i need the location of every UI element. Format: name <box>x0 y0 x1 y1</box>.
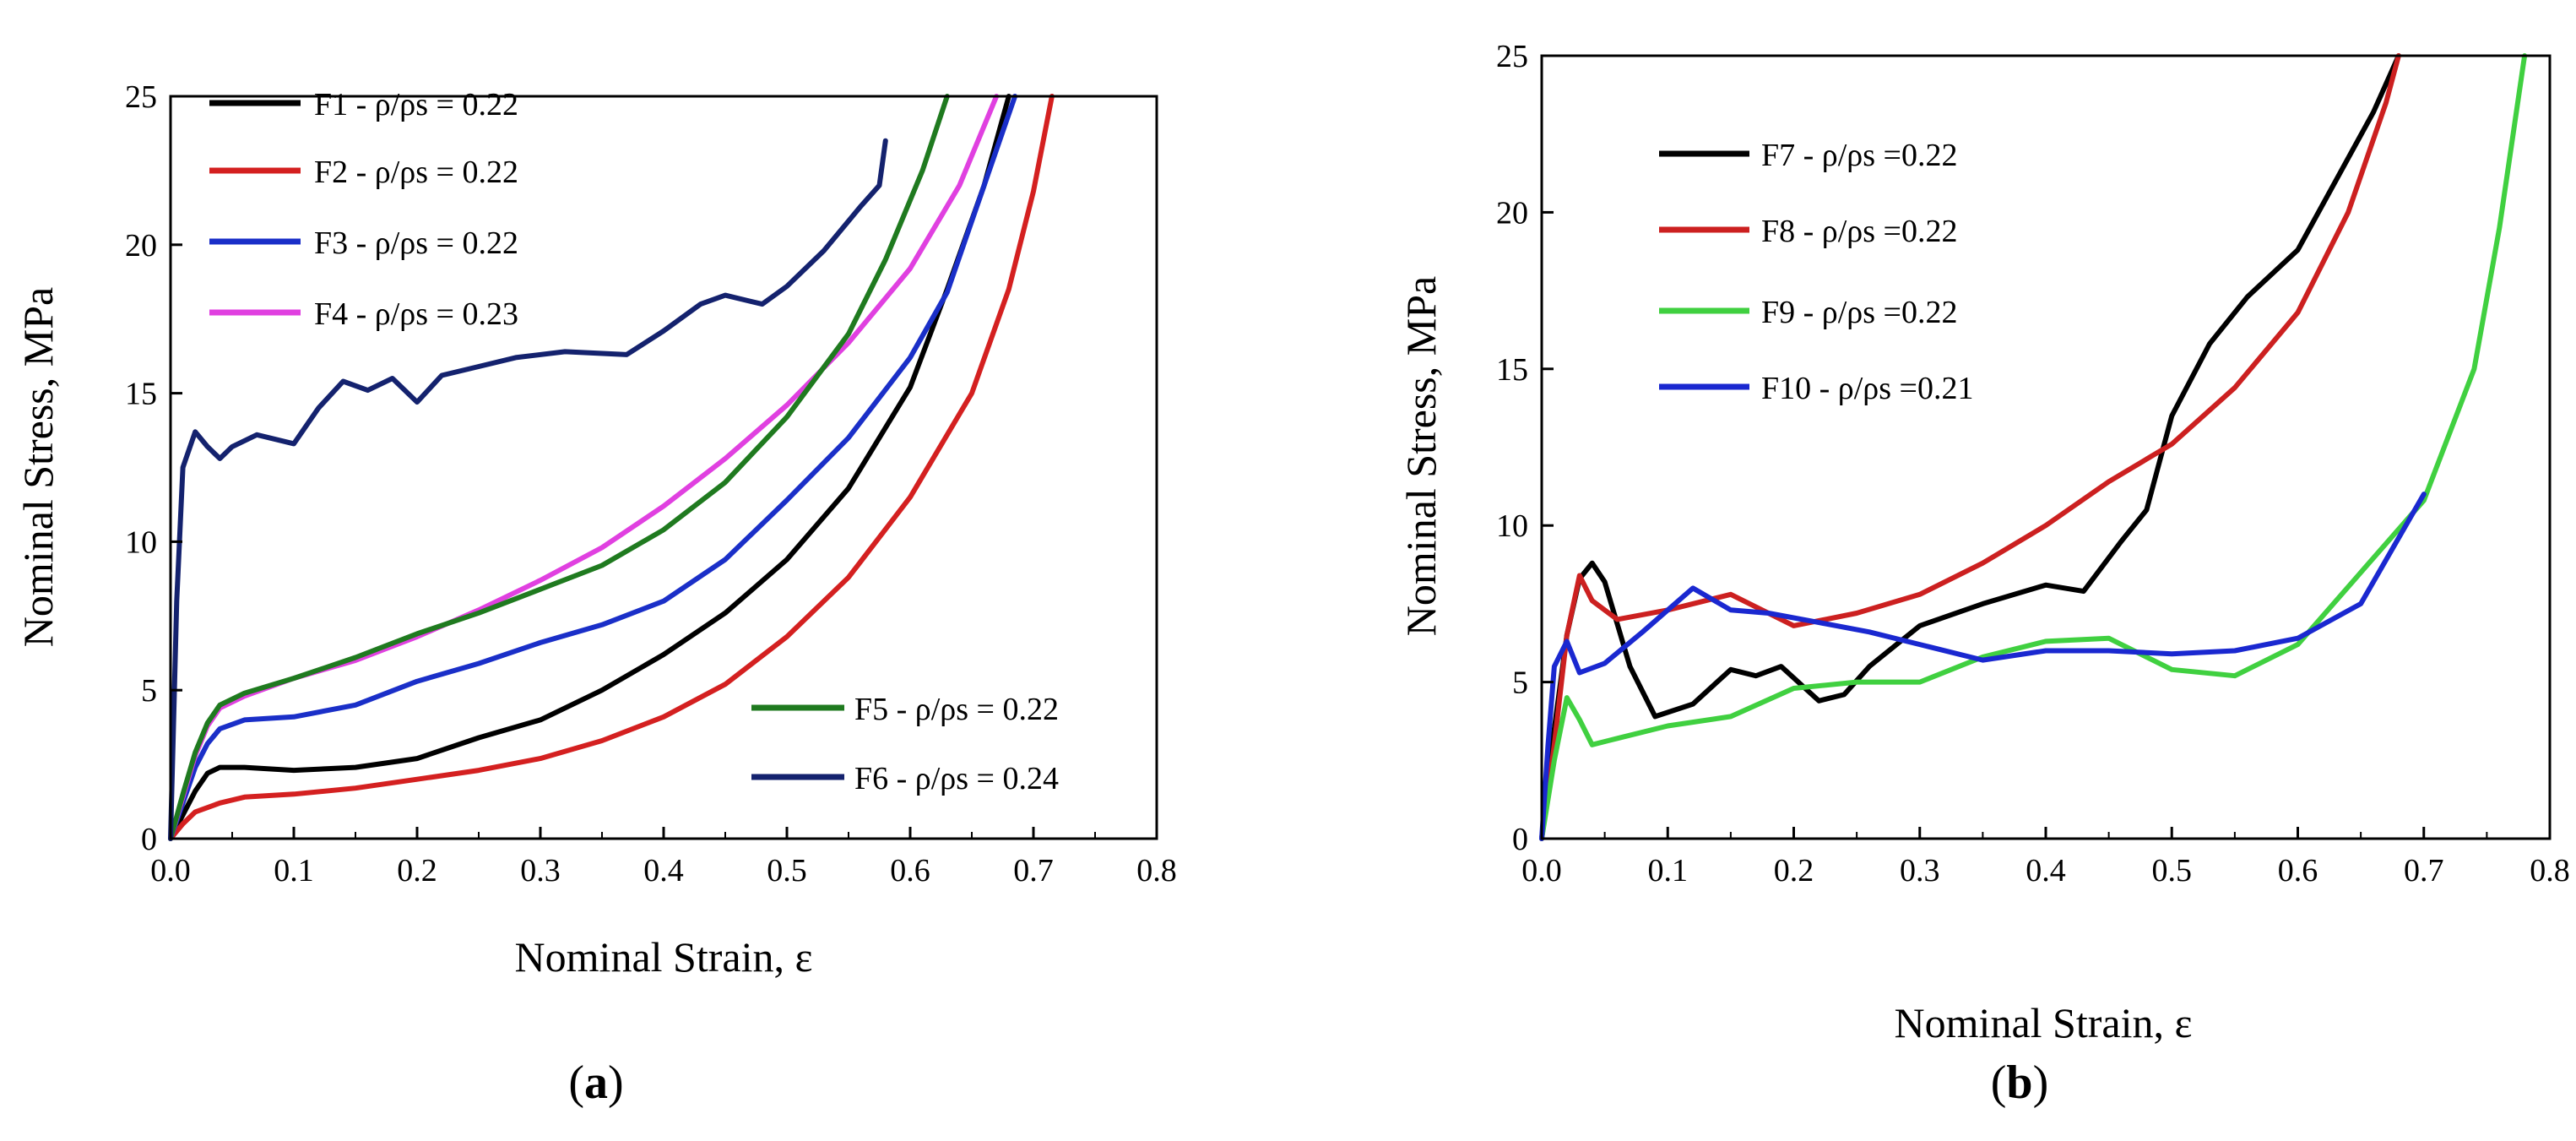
panel-b: 0.0 0.1 0.2 0.3 0.4 0.5 0.6 0.7 0.8 0 5 10 15 20 25 No… <box>1397 39 2570 1109</box>
y-tick-label-b: 25 <box>1496 39 1528 74</box>
legend-lower-a: F5 - ρ/ρs = 0.22 F6 - ρ/ρs = 0.24 <box>751 692 1059 796</box>
x-tick-label-a: 0.8 <box>1136 853 1177 888</box>
axis-ticks-a: 0.0 0.1 0.2 0.3 0.4 0.5 0.6 0.7 0.8 0 5 10 15 20 25 <box>125 79 1177 888</box>
y-tick-label-b: 5 <box>1512 666 1528 701</box>
legend-label-f4: F4 - ρ/ρs = 0.23 <box>314 296 518 332</box>
x-tick-label-a: 0.4 <box>643 853 684 888</box>
legend-label-f1: F1 - ρ/ρs = 0.22 <box>314 87 518 122</box>
y-axis-title-a: Nominal Stress, MPa <box>14 287 62 647</box>
plot-area-b <box>1539 53 2528 841</box>
y-tick-label-a: 15 <box>125 377 157 412</box>
x-tick-label-b: 0.8 <box>2530 853 2570 888</box>
x-tick-label-b: 0.4 <box>2026 853 2066 888</box>
legend-label-f6: F6 - ρ/ρs = 0.24 <box>854 761 1059 796</box>
axis-frame-b <box>1540 54 2552 840</box>
x-tick-label-b: 0.3 <box>1900 853 1940 888</box>
x-tick-label-b: 0.1 <box>1648 853 1689 888</box>
series-line-f5 <box>168 94 950 841</box>
x-tick-label-a: 0.1 <box>274 853 314 888</box>
series-line-f3 <box>168 94 1018 841</box>
y-tick-label-a: 5 <box>141 673 157 709</box>
series-line-f9 <box>1539 53 2528 841</box>
x-tick-label-a: 0.0 <box>150 853 191 888</box>
legend-label-f9: F9 - ρ/ρs =0.22 <box>1761 295 1958 330</box>
legend-b: F7 - ρ/ρs =0.22 F8 - ρ/ρs =0.22 F9 - ρ/ρ… <box>1659 138 1974 406</box>
plot-area-a <box>168 94 1055 841</box>
series-line-f2 <box>168 94 1055 841</box>
y-tick-label-b: 15 <box>1496 352 1528 388</box>
panel-a: 0.0 0.1 0.2 0.3 0.4 0.5 0.6 0.7 0.8 0 5 10 15 20 25 No… <box>14 79 1177 1109</box>
x-axis-title-b: Nominal Strain, ε <box>1895 999 2193 1046</box>
legend-label-f8: F8 - ρ/ρs =0.22 <box>1761 214 1958 249</box>
legend-label-f10: F10 - ρ/ρs =0.21 <box>1761 371 1974 406</box>
y-tick-label-b: 20 <box>1496 195 1528 231</box>
panel-label-a: (a) <box>568 1057 623 1109</box>
x-tick-label-b: 0.6 <box>2278 853 2318 888</box>
series-line-f10 <box>1539 492 2427 841</box>
x-tick-label-a: 0.6 <box>890 853 930 888</box>
legend-label-f2: F2 - ρ/ρs = 0.22 <box>314 155 518 190</box>
series-line-f1 <box>168 94 1011 841</box>
x-tick-label-b: 0.0 <box>1521 853 1562 888</box>
series-line-f6 <box>168 138 888 841</box>
x-tick-label-b: 0.2 <box>1774 853 1814 888</box>
legend-upper-a: F1 - ρ/ρs = 0.22 F2 - ρ/ρs = 0.22 F3 - ρ… <box>209 87 518 332</box>
y-tick-label-a: 10 <box>125 524 157 560</box>
legend-label-f3: F3 - ρ/ρs = 0.22 <box>314 225 518 261</box>
x-tick-label-a: 0.2 <box>397 853 437 888</box>
x-tick-label-a: 0.7 <box>1013 853 1054 888</box>
x-axis-title-a: Nominal Strain, ε <box>515 933 813 981</box>
x-tick-label-b: 0.7 <box>2404 853 2444 888</box>
legend-label-f5: F5 - ρ/ρs = 0.22 <box>854 692 1059 727</box>
axis-frame-a <box>169 95 1158 840</box>
y-tick-label-b: 10 <box>1496 508 1528 544</box>
y-tick-label-a: 20 <box>125 228 157 264</box>
series-line-f8 <box>1539 53 2401 841</box>
y-tick-label-a: 25 <box>125 79 157 115</box>
y-axis-title-b: Nominal Stress, MPa <box>1397 276 1445 636</box>
axis-ticks-b: 0.0 0.1 0.2 0.3 0.4 0.5 0.6 0.7 0.8 0 5 10 15 20 25 <box>1496 39 2570 888</box>
x-tick-label-a: 0.5 <box>767 853 807 888</box>
x-tick-label-a: 0.3 <box>520 853 561 888</box>
y-tick-label-a: 0 <box>141 822 157 857</box>
legend-label-f7: F7 - ρ/ρs =0.22 <box>1761 138 1958 173</box>
x-tick-label-b: 0.5 <box>2152 853 2193 888</box>
panel-label-b: (b) <box>1991 1057 2048 1109</box>
y-tick-label-b: 0 <box>1512 822 1528 857</box>
